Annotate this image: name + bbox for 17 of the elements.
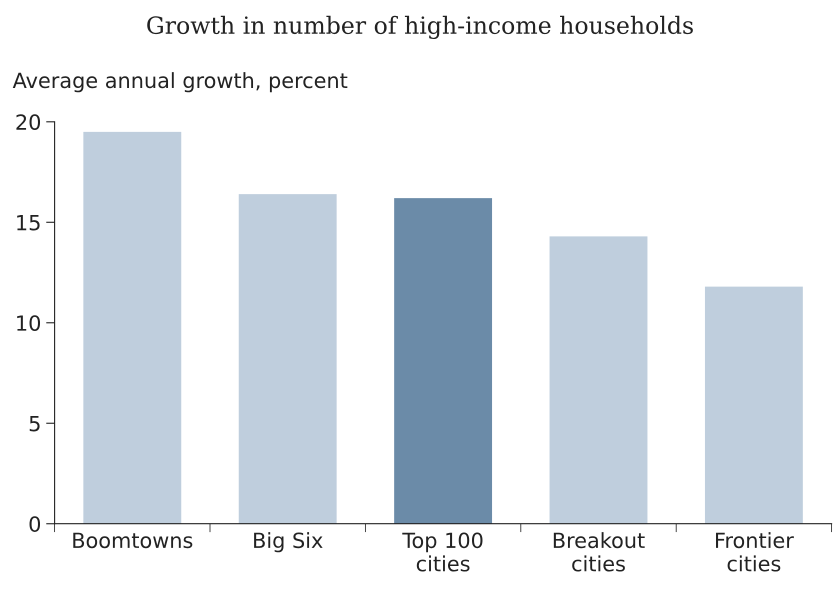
x-tick-label: Big Six [254, 532, 323, 552]
bar [394, 198, 492, 524]
y-tick-label: 0 [30, 516, 40, 532]
x-tick-label: Boomtowns [73, 532, 192, 548]
bar [238, 194, 337, 524]
chart-title: Growth in number of high-income households [147, 16, 693, 39]
y-tick-label: 20 [16, 114, 40, 130]
x-tick-label: Breakout cities [554, 532, 645, 572]
bar [550, 236, 648, 524]
bar [83, 132, 182, 524]
y-tick-label: 10 [17, 315, 40, 331]
y-tick-label: 5 [30, 416, 40, 432]
y-tick-label: 15 [17, 215, 40, 230]
y-axis-title: Average annual growth, percent [12, 72, 348, 92]
x-tick-label: Frontier cities [716, 532, 794, 572]
x-tick-label: Top 100 cities [402, 532, 482, 572]
bar [704, 286, 803, 524]
